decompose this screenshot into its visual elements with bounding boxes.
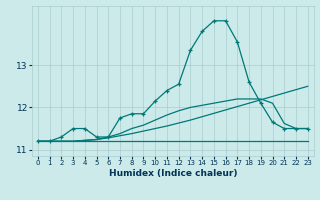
X-axis label: Humidex (Indice chaleur): Humidex (Indice chaleur) (108, 169, 237, 178)
